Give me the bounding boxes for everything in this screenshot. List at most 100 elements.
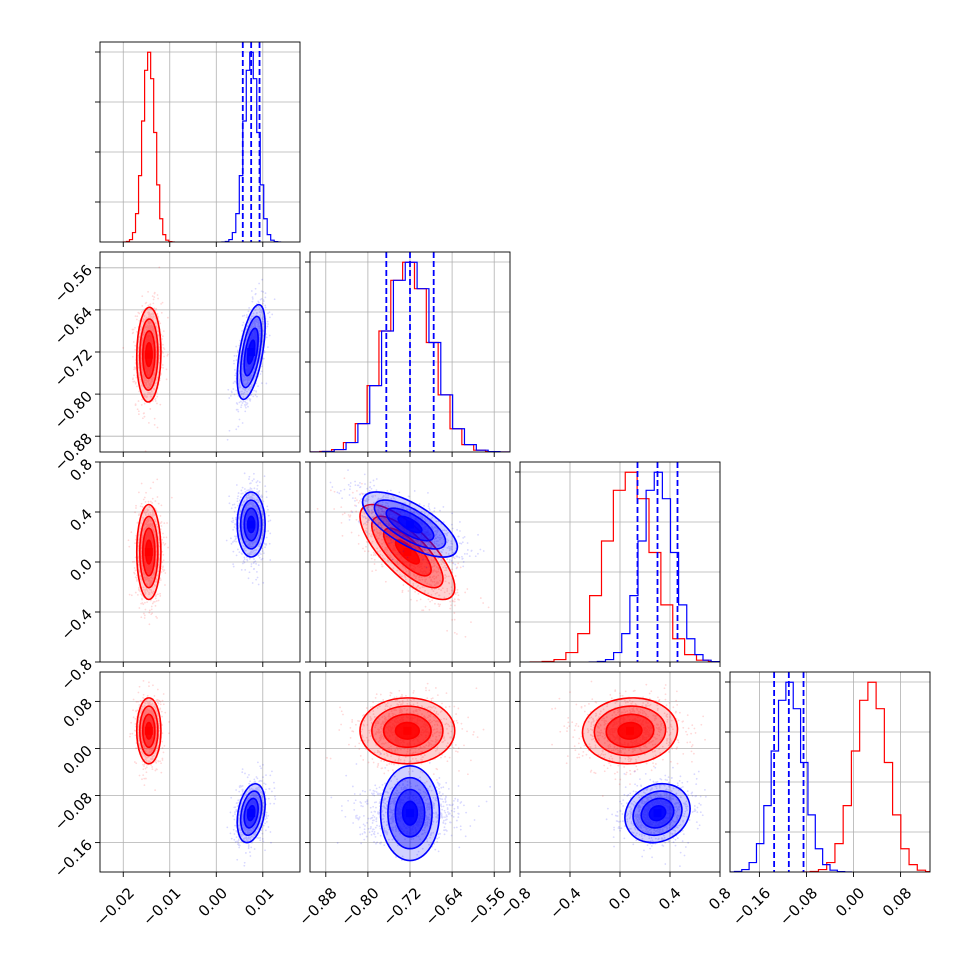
x-tick-label: −0.01 [139,884,184,929]
x-tick-label: 0.00 [832,884,868,920]
contour-line [141,330,156,380]
panel-content [326,682,492,862]
x-tick-label: −0.72 [380,884,425,929]
contour-line [359,697,456,765]
y-tick-label: −0.64 [51,303,96,348]
y-tick-label: −0.72 [51,345,96,390]
contour-line [401,800,419,826]
contour-line [135,503,162,601]
contour-line [371,705,444,757]
contour-line [141,713,156,749]
panel-content [122,266,276,452]
contour-line [138,515,159,589]
y-tick-label: −0.08 [51,789,96,834]
contour-line [145,539,153,565]
panel-content [122,42,282,242]
panel-3-2: −0.8 −0.4 0.0 0.4 0.8 [496,671,735,923]
panel-content [129,679,277,867]
density-peak [247,809,256,818]
contour-line [135,697,162,765]
contour-line [581,697,679,765]
contour-line [246,805,256,822]
x-tick-label: −0.80 [337,884,382,929]
panel-3-1: −0.88−0.80−0.72−0.64−0.56 [295,671,511,929]
histogram-series-0 [310,261,510,452]
density-peak [406,809,414,818]
contour-line [379,765,441,862]
density-peak [653,809,662,818]
density-peak [144,726,153,735]
panel-3-3: −0.16 −0.08 0.00 0.08 [725,671,931,929]
contour-line [605,713,655,749]
panel-frame [99,41,301,243]
panel-content [730,672,930,872]
contour-line [617,721,643,740]
panel-content [551,680,707,872]
contour-line [648,805,667,822]
contour-line [382,527,432,577]
contour-line [145,721,153,740]
histogram-series-0 [529,471,720,662]
panel-frame [729,671,931,873]
density-peak [144,548,153,556]
y-tick-label: 0.08 [60,695,96,731]
y-tick-label: 0.00 [60,742,96,778]
panel-1-1 [305,251,511,457]
contour-line [243,507,259,542]
x-tick-label: 0.08 [879,884,915,920]
histogram-series-0 [801,681,930,872]
panel-1-0: −0.88−0.80−0.72−0.64−0.56 [51,251,301,475]
contour-line [236,303,266,401]
density-peak [247,348,256,356]
contour-line [236,491,266,558]
density-peak [626,726,634,735]
contour-line [239,315,263,389]
y-tick-label: −0.4 [58,605,96,643]
contour-line [382,713,432,749]
y-tick-label: −0.16 [51,836,96,881]
contour-line [246,339,256,365]
density-peak [403,726,412,735]
contour-line [640,797,675,829]
y-tick-label: −0.80 [51,387,96,432]
contour-line [145,341,153,368]
contour-line [141,527,156,577]
histogram-series-0 [122,51,175,242]
x-tick-label: 0.8 [705,884,735,914]
y-tick-label: 0.0 [66,555,96,585]
contour-line [624,782,691,844]
contour-line [394,788,426,838]
x-tick-label: −0.08 [776,884,821,929]
panel-content [127,472,272,626]
x-tick-label: 0.4 [655,884,685,914]
panel-2-1 [305,461,511,667]
contour-line [243,797,259,829]
contour-line [243,327,259,377]
y-tick-label: 0.4 [66,505,96,535]
contour-line [246,515,256,534]
contour-line [138,318,159,391]
panel-0-0 [95,41,301,247]
contour-line [373,499,447,550]
density-peak [403,548,412,556]
contour-line [385,507,435,542]
panel-2-0: −0.8−0.40.00.40.8 [58,455,301,694]
panel-content [529,462,720,662]
contour-line [138,705,159,757]
density-peak [144,350,153,359]
x-tick-label: 0.00 [195,884,231,920]
x-tick-label: −0.8 [496,884,534,922]
x-tick-label: −0.4 [546,884,584,922]
x-tick-label: −0.88 [295,884,340,929]
contour-line [239,790,263,837]
panel-2-2 [515,461,721,667]
contour-line [387,776,433,850]
contour-line [632,790,683,837]
x-tick-label: 0.0 [605,884,635,914]
contour-line [239,499,263,550]
contour-line [397,515,423,534]
x-tick-label: −0.16 [729,884,774,929]
density-peak [406,520,414,529]
panel-content [310,252,510,452]
